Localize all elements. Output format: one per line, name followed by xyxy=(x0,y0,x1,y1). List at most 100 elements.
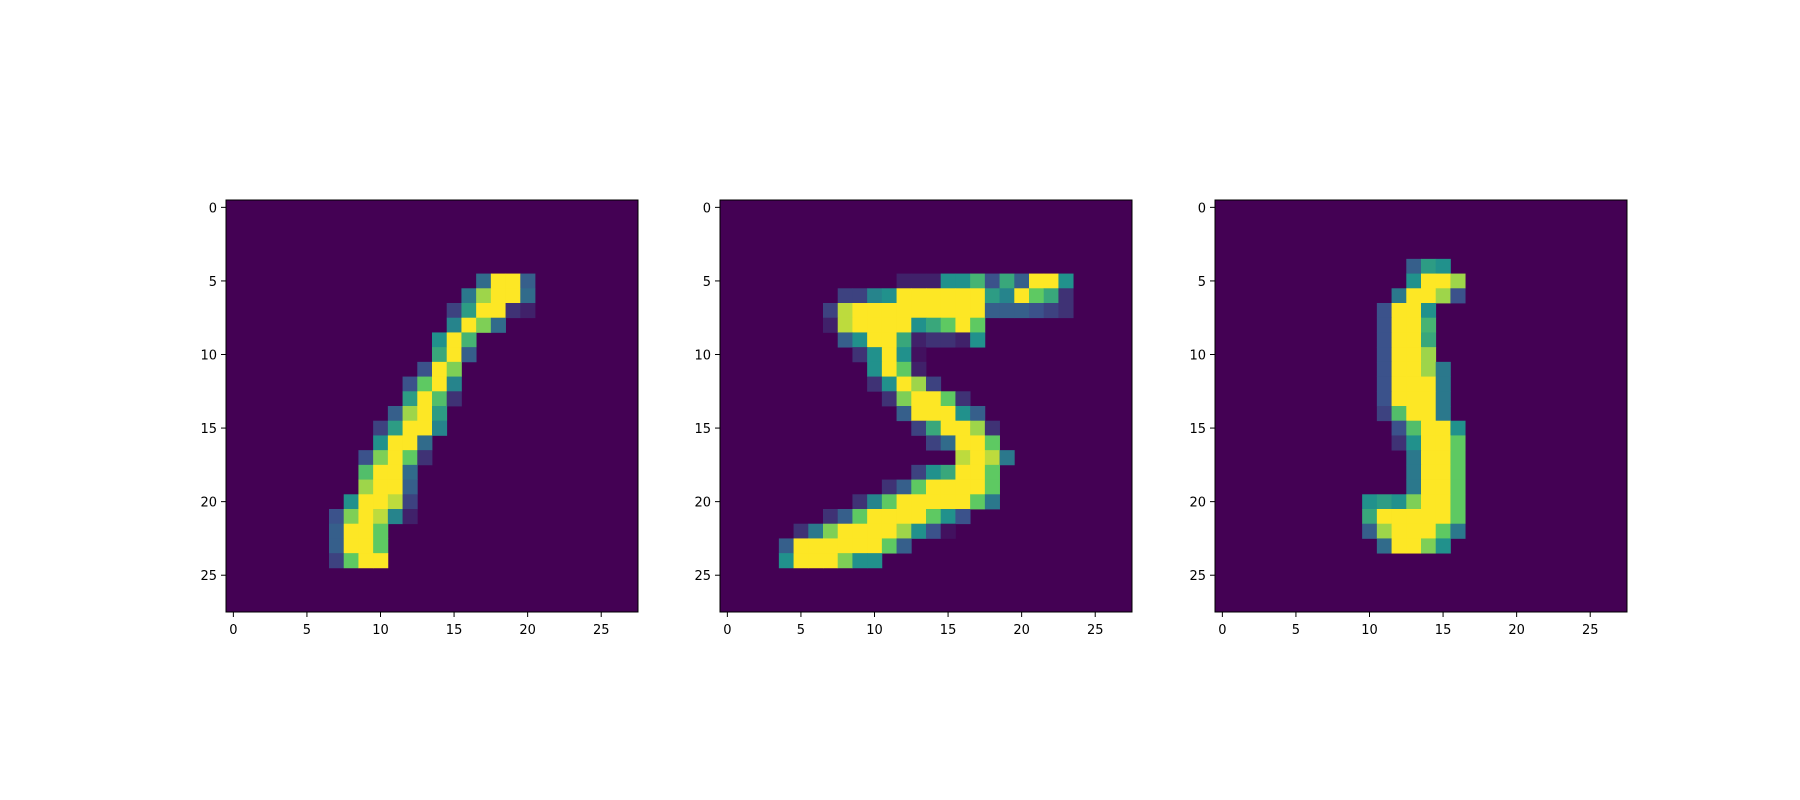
heatmap-cell xyxy=(881,332,897,348)
heatmap-cell xyxy=(999,288,1015,304)
heatmap-cell xyxy=(1376,494,1392,510)
heatmap-cell xyxy=(793,553,809,569)
heatmap-cell xyxy=(955,435,971,451)
heatmap-cell xyxy=(1450,479,1466,495)
heatmap-cell xyxy=(881,361,897,377)
heatmap-cell xyxy=(1391,361,1407,377)
y-tick-label: 15 xyxy=(200,422,217,437)
heatmap-cell xyxy=(1391,435,1407,451)
heatmap-cell xyxy=(823,509,839,525)
heatmap-cell xyxy=(911,494,927,510)
heatmap-cell xyxy=(984,494,1000,510)
heatmap-cell xyxy=(984,435,1000,451)
heatmap-cell xyxy=(970,450,986,466)
heatmap-cell xyxy=(852,303,868,319)
heatmap-cell xyxy=(881,538,897,554)
heatmap-cell xyxy=(940,288,956,304)
heatmap-cell xyxy=(417,406,433,422)
heatmap-cell xyxy=(911,509,927,525)
heatmap-cell xyxy=(984,303,1000,319)
heatmap-cell xyxy=(461,332,477,348)
heatmap-cell xyxy=(387,420,403,436)
heatmap-cell xyxy=(1421,317,1437,333)
heatmap-cell xyxy=(911,376,927,392)
heatmap-cell xyxy=(387,435,403,451)
heatmap-cell xyxy=(837,332,853,348)
heatmap-cell xyxy=(955,273,971,289)
heatmap-cell xyxy=(1435,435,1451,451)
heatmap-cell xyxy=(778,538,794,554)
heatmap-cell xyxy=(1421,450,1437,466)
heatmap-cell xyxy=(896,494,912,510)
heatmap-cell xyxy=(373,509,389,525)
heatmap-cell xyxy=(999,450,1015,466)
heatmap-cell xyxy=(373,450,389,466)
heatmap-cell xyxy=(970,303,986,319)
y-tick-label: 10 xyxy=(1189,349,1206,364)
heatmap-cell xyxy=(823,303,839,319)
heatmap-cell xyxy=(896,332,912,348)
heatmap-cell xyxy=(1362,509,1378,525)
heatmap-cell xyxy=(940,420,956,436)
heatmap-cell xyxy=(446,303,462,319)
heatmap-cell xyxy=(1450,494,1466,510)
heatmap-cell xyxy=(1406,406,1422,422)
heatmap-cell xyxy=(505,273,521,289)
heatmap-cell xyxy=(1450,273,1466,289)
heatmap-cell xyxy=(940,435,956,451)
heatmap-cell xyxy=(793,523,809,539)
heatmap-cell xyxy=(329,553,345,569)
heatmap-cell xyxy=(1391,391,1407,407)
heatmap-cell xyxy=(461,317,477,333)
y-tick-label: 25 xyxy=(1189,569,1206,584)
heatmap-cell xyxy=(373,479,389,495)
heatmap-cell xyxy=(999,303,1015,319)
heatmap-panel-2: 0 5 10 15 20 25 0 5 10 15 20 25 xyxy=(694,199,1133,638)
heatmap-cell xyxy=(1435,420,1451,436)
heatmap-cell xyxy=(343,553,359,569)
y-tick-label: 15 xyxy=(1189,422,1206,437)
heatmap-cell xyxy=(358,479,374,495)
heatmap-cell xyxy=(970,494,986,510)
heatmap-cell xyxy=(417,391,433,407)
heatmap-cell xyxy=(852,523,868,539)
heatmap-cell xyxy=(402,494,418,510)
heatmap-panel-3: 0 5 10 15 20 25 0 5 10 15 20 25 xyxy=(1189,199,1628,638)
heatmap-cell xyxy=(1450,464,1466,480)
heatmap-cell xyxy=(1391,509,1407,525)
heatmap-cell xyxy=(1435,509,1451,525)
heatmap-cell xyxy=(1406,258,1422,274)
heatmap-cell xyxy=(505,303,521,319)
heatmap-cell xyxy=(926,494,942,510)
heatmap-cell xyxy=(1435,376,1451,392)
heatmap-cell xyxy=(984,288,1000,304)
heatmap-cell xyxy=(1376,509,1392,525)
heatmap-cell xyxy=(505,288,521,304)
x-tick-label: 25 xyxy=(1087,623,1104,638)
heatmap-cell xyxy=(896,317,912,333)
heatmap-cell xyxy=(881,288,897,304)
x-tick-label: 15 xyxy=(1435,623,1452,638)
y-tick-label: 20 xyxy=(1189,496,1206,511)
heatmap-cell xyxy=(896,479,912,495)
heatmap-cell xyxy=(911,332,927,348)
heatmap-cell xyxy=(984,464,1000,480)
heatmap-cell xyxy=(1406,494,1422,510)
x-tick-label: 15 xyxy=(446,623,463,638)
heatmap-cell xyxy=(837,317,853,333)
y-tick-label: 5 xyxy=(1198,275,1206,290)
heatmap-cell xyxy=(896,347,912,363)
heatmap-cell xyxy=(343,538,359,554)
heatmap-cell xyxy=(432,332,448,348)
heatmap-cell xyxy=(329,538,345,554)
heatmap-cell xyxy=(852,347,868,363)
heatmap-cell xyxy=(1435,479,1451,495)
heatmap-cell xyxy=(1435,258,1451,274)
y-tick-label: 0 xyxy=(209,201,217,216)
heatmap-cell xyxy=(837,523,853,539)
heatmap-cell xyxy=(446,332,462,348)
heatmap-cell xyxy=(373,523,389,539)
heatmap-cell xyxy=(1029,273,1045,289)
heatmap-cell xyxy=(1435,288,1451,304)
heatmap-cell xyxy=(490,303,506,319)
